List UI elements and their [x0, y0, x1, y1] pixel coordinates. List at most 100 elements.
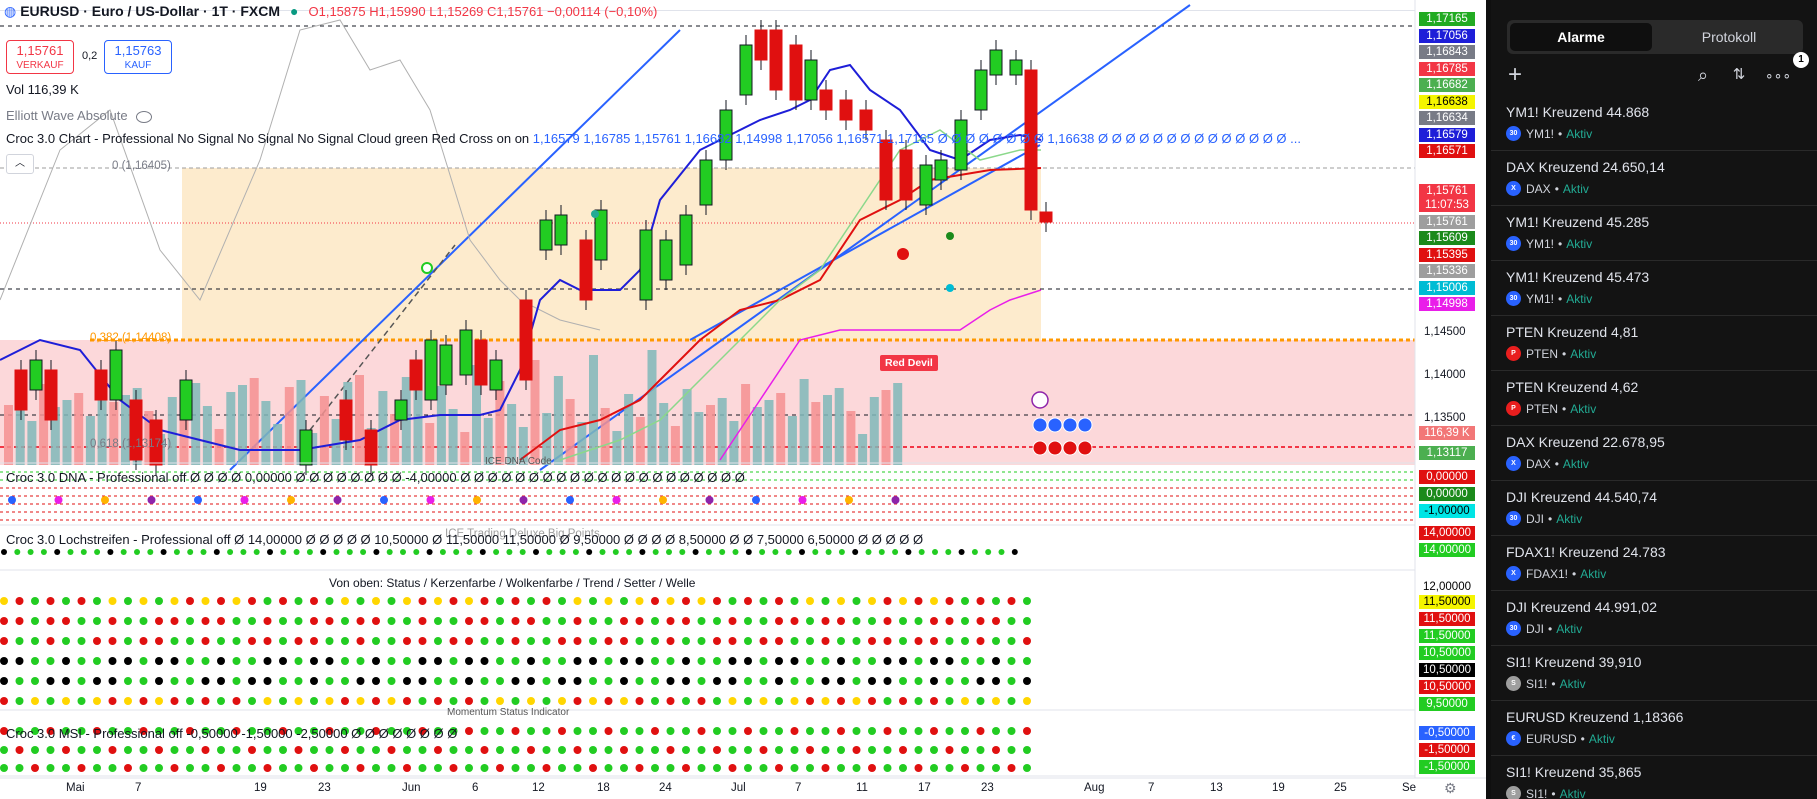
- volume-bar: [600, 408, 610, 465]
- volume-bar: [319, 396, 329, 465]
- status-dot: [604, 657, 613, 665]
- loch-dot: [559, 549, 566, 555]
- status-dot: [15, 697, 24, 705]
- tab-protokoll[interactable]: Protokoll: [1701, 29, 1757, 45]
- volume-label[interactable]: Vol 116,39 K: [6, 82, 79, 97]
- collapse-chevron-up-icon[interactable]: ︿: [6, 154, 34, 174]
- buy-button[interactable]: 1,15763 KAUF: [104, 40, 172, 74]
- status-dot: [279, 657, 287, 665]
- volume-bar: [436, 386, 446, 465]
- volume-bar: [238, 385, 247, 465]
- loch-dot: [107, 549, 114, 555]
- dna-dot: [380, 496, 388, 504]
- msi-dot: [976, 746, 985, 754]
- candle-body: [459, 329, 473, 376]
- volume-bar: [85, 416, 95, 465]
- dna-dot: [845, 496, 853, 504]
- candle-body: [539, 219, 553, 251]
- status-dot: [108, 677, 117, 685]
- loch-dot: [599, 549, 606, 555]
- status-dot: [170, 697, 179, 705]
- status-dot: [93, 617, 101, 625]
- status-dot: [976, 617, 985, 625]
- msi-dot: [604, 727, 613, 735]
- status-dot: [108, 657, 117, 665]
- alert-item[interactable]: DJI Kreuzend 44.540,74 30 DJI • Aktiv: [1491, 481, 1817, 536]
- sort-icon[interactable]: ⇅: [1732, 66, 1746, 83]
- status-dot: [744, 617, 752, 625]
- candle-body: [804, 59, 818, 101]
- status-dot: [201, 617, 210, 625]
- dna-indicator-label[interactable]: Croc 3.0 DNA - Professional off Ø Ø Ø Ø …: [6, 470, 745, 485]
- status-dot: [728, 637, 737, 645]
- volume-bar: [589, 355, 598, 465]
- loch-dot: [27, 549, 34, 555]
- event-flag-icon: [1062, 417, 1078, 433]
- status-dot: [263, 617, 272, 625]
- alert-item[interactable]: DJI Kreuzend 44.991,02 30 DJI • Aktiv: [1491, 591, 1817, 646]
- status-dot: [496, 657, 504, 665]
- status-dot: [558, 637, 566, 645]
- panel-divider[interactable]: [1486, 0, 1491, 799]
- msi-indicator-label[interactable]: Croc 3.0 MSI - Professional off -0,50000…: [6, 726, 457, 741]
- status-dot: [682, 657, 690, 665]
- alert-status: Aktiv: [1559, 676, 1586, 691]
- msi-dot: [465, 764, 473, 772]
- alert-item[interactable]: YM1! Kreuzend 45.285 30 YM1! • Aktiv: [1491, 206, 1817, 261]
- status-dot: [341, 697, 349, 705]
- elliott-label[interactable]: Elliott Wave Absolute: [6, 108, 152, 123]
- alert-item[interactable]: YM1! Kreuzend 45.473 30 YM1! • Aktiv: [1491, 261, 1817, 316]
- separator-dot: •: [1548, 511, 1553, 526]
- status-dot: [434, 657, 442, 665]
- eye-hidden-icon[interactable]: [135, 110, 152, 123]
- symbol-logo-icon: X: [1506, 566, 1521, 581]
- status-dot: [93, 697, 101, 705]
- alert-item[interactable]: EURUSD Kreuzend 1,18366 € EURUSD • Aktiv: [1491, 701, 1817, 756]
- alert-item[interactable]: DAX Kreuzend 24.650,14 X DAX • Aktiv: [1491, 151, 1817, 206]
- loch-dot: [838, 549, 845, 555]
- msi-dot: [325, 764, 334, 772]
- volume-bar: [670, 426, 680, 465]
- croc-chart-label[interactable]: Croc 3.0 Chart - Professional No Signal …: [6, 131, 1301, 146]
- msi-dot: [1007, 746, 1016, 754]
- loch-dot: [905, 549, 912, 555]
- msi-dot: [976, 727, 985, 735]
- more-options-icon[interactable]: ∘∘∘: [1764, 67, 1792, 83]
- separator-dot: •: [1580, 731, 1585, 746]
- msi-dot: [170, 764, 179, 772]
- sell-button[interactable]: 1,15761 VERKAUF: [6, 40, 74, 74]
- status-dot: [325, 677, 334, 685]
- date-axis-label: 24: [659, 782, 672, 794]
- symbol-logo-icon: 30: [1506, 291, 1521, 306]
- alert-item[interactable]: PTEN Kreuzend 4,81 P PTEN • Aktiv: [1491, 316, 1817, 371]
- settings-gear-icon[interactable]: ⚙: [1444, 780, 1457, 796]
- status-dot: [589, 677, 597, 685]
- alert-title: PTEN Kreuzend 4,62: [1506, 379, 1639, 395]
- alert-item[interactable]: FDAX1! Kreuzend 24.783 X FDAX1! • Aktiv: [1491, 536, 1817, 591]
- dna-dot: [54, 496, 63, 504]
- search-icon[interactable]: ⌕: [1697, 65, 1709, 85]
- alert-item[interactable]: DAX Kreuzend 22.678,95 X DAX • Aktiv: [1491, 426, 1817, 481]
- loch-indicator-label[interactable]: Croc 3.0 Lochstreifen - Professional off…: [6, 532, 923, 547]
- alert-item[interactable]: PTEN Kreuzend 4,62 P PTEN • Aktiv: [1491, 371, 1817, 426]
- symbol-title[interactable]: EURUSD · Euro / US-Dollar · 1T · FXCM: [20, 3, 281, 19]
- dna-dot: [287, 496, 295, 504]
- msi-dot: [852, 746, 861, 754]
- chart-canvas[interactable]: [0, 0, 1486, 799]
- date-axis-label: Jun: [402, 782, 421, 794]
- chart-area[interactable]: ◍ EURUSD · Euro / US-Dollar · 1T · FXCM …: [0, 0, 1486, 799]
- status-dot: [914, 697, 923, 705]
- alert-item[interactable]: SI1! Kreuzend 35,865 S SI1! • Aktiv: [1491, 756, 1817, 799]
- status-dot: [651, 597, 659, 605]
- msi-dot: [604, 746, 613, 754]
- candle-body: [439, 344, 453, 386]
- price-tag: 1,16638: [1419, 95, 1475, 109]
- candle-body: [339, 399, 353, 441]
- alert-item[interactable]: YM1! Kreuzend 44.868 30 YM1! • Aktiv: [1491, 96, 1817, 151]
- status-dot: [542, 697, 551, 705]
- status-dot: [666, 657, 675, 665]
- tab-alarme[interactable]: Alarme: [1510, 23, 1652, 51]
- add-alert-plus-icon[interactable]: +: [1507, 61, 1522, 88]
- msi-dot: [883, 727, 892, 735]
- alert-item[interactable]: SI1! Kreuzend 39,910 S SI1! • Aktiv: [1491, 646, 1817, 701]
